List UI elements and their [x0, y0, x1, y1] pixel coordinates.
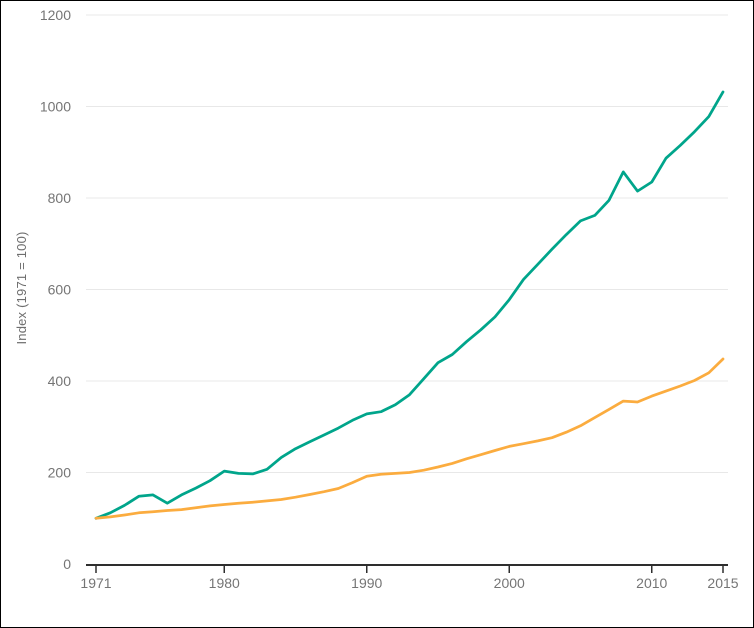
- x-tick-label: 2010: [636, 575, 667, 591]
- y-tick-label: 600: [48, 282, 72, 298]
- teal-line-series: [94, 90, 725, 520]
- orange-line-series: [94, 357, 725, 520]
- y-tick-label: 200: [48, 465, 72, 481]
- x-tick-label: 2000: [494, 575, 525, 591]
- x-tick-label: 1990: [351, 575, 382, 591]
- y-tick-label: 800: [48, 190, 72, 206]
- y-tick-labels: 0 200 400 600 800 1000 1200: [40, 7, 71, 572]
- gridlines: [86, 14, 728, 473]
- y-tick-label: 1200: [40, 7, 71, 23]
- x-tick-label: 1980: [209, 575, 240, 591]
- y-tick-label: 400: [48, 373, 72, 389]
- x-tick-label: 2015: [707, 575, 738, 591]
- y-axis-title: Index (1971 = 100): [14, 231, 29, 344]
- x-tick-label: 1971: [80, 575, 111, 591]
- y-tick-label: 0: [63, 556, 71, 572]
- x-axis: 1971 1980 1990 2000 2010 2015: [80, 564, 739, 591]
- series-lines: [94, 90, 725, 520]
- y-tick-label: 1000: [40, 99, 71, 115]
